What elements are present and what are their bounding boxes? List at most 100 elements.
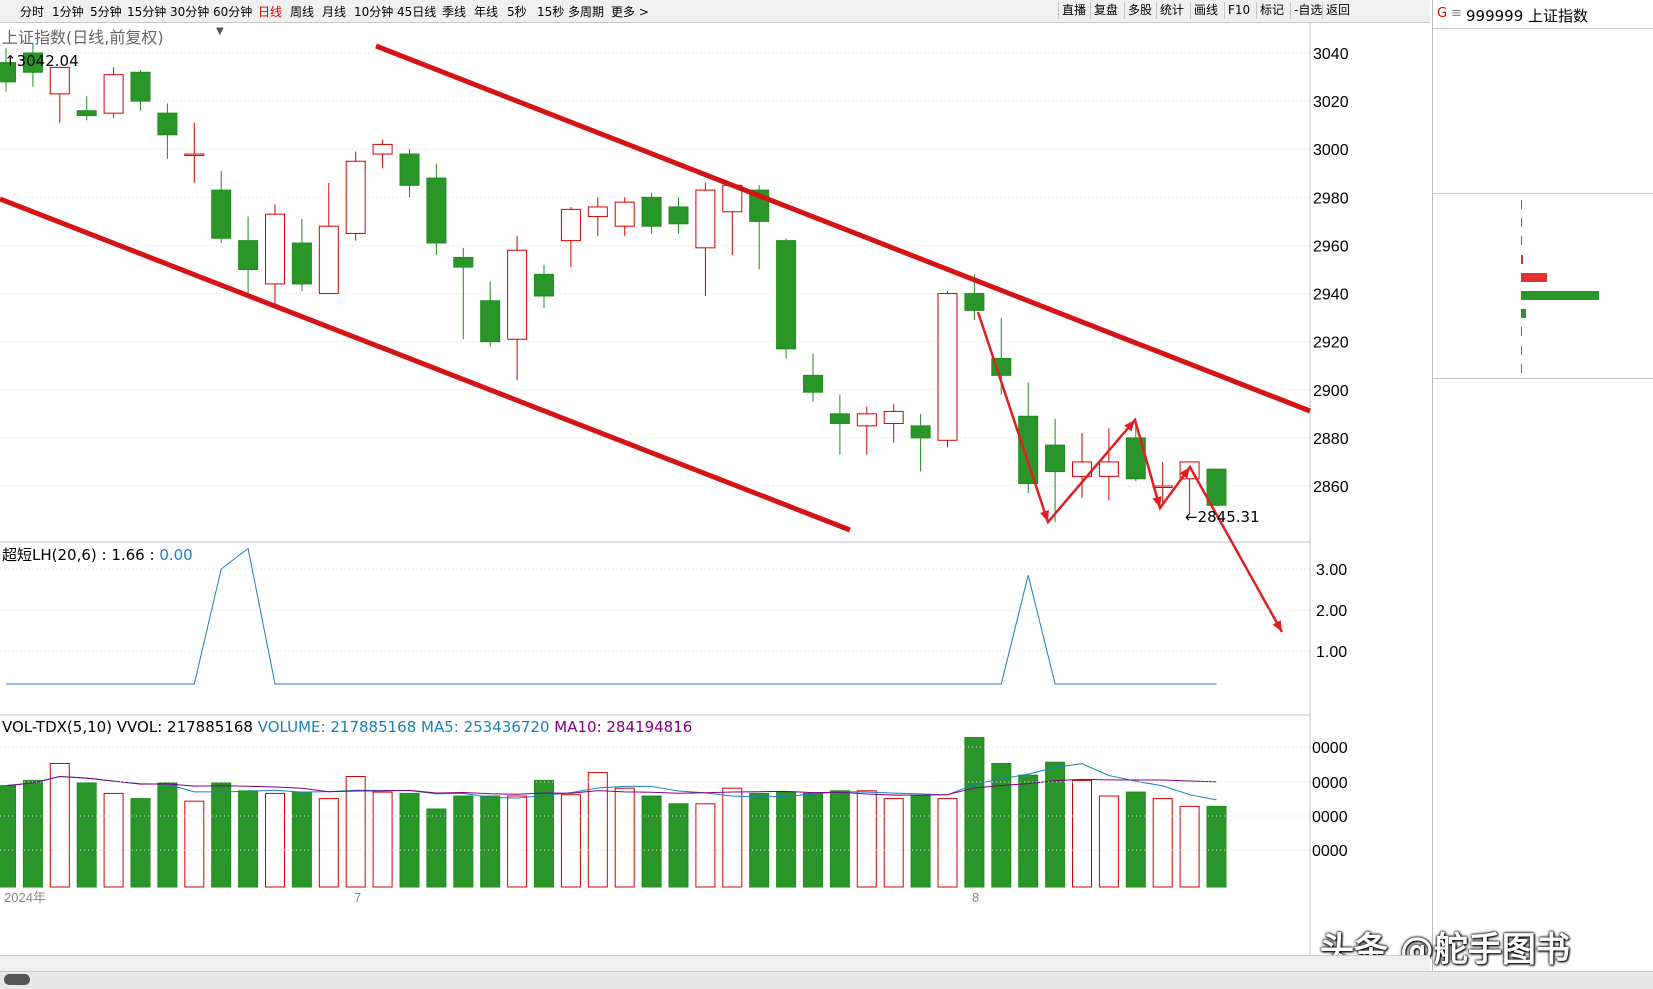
arrow-head [1124,420,1135,432]
candle-down [668,206,689,225]
breadth-row [1435,268,1652,287]
period-tab-16[interactable]: 更多 > [611,5,649,19]
tick-row [1435,857,1652,875]
ma10-line [5,775,1217,796]
tool-button-2[interactable]: 多股 [1124,2,1155,19]
candle-up [507,249,528,340]
ma5-line [5,763,1217,801]
period-tab-7[interactable]: 周线 [290,5,315,19]
indicator-line [6,547,1217,685]
volume-bar-up [587,772,608,888]
volume-bar-up [695,803,716,888]
candle-down [426,177,447,244]
volume-bar-down [641,795,662,888]
volume-bar-up [49,763,70,888]
tool-button-7[interactable]: -自选 [1290,2,1325,19]
period-tab-6[interactable]: 日线 [258,5,283,19]
volume-bar-down [76,782,97,888]
tick-row [1435,482,1652,500]
indicator-value: 0.00 [159,546,193,564]
volume-bar-up [937,798,958,888]
volume-bar-up [372,791,393,888]
tick-row [1435,397,1652,415]
volume-bar-down [426,808,447,888]
period-tab-13[interactable]: 5秒 [507,5,527,19]
vol-label: VOL-TDX(5,10) VVOL: 217885168 [2,718,253,736]
toggle-switch[interactable] [4,974,30,985]
menu-icon[interactable]: ≡ [1451,6,1462,21]
period-toolbar: 分时 1分钟 5分钟 15分钟 30分钟 60分钟 日线 周线 月线 10分钟 45日线 季线 年线 5秒… [0,0,1430,23]
y-tick-label: 3000 [1313,142,1349,159]
candle-up [1152,485,1173,488]
arrow-head [1179,467,1190,479]
volume-bar-down [910,795,931,888]
period-tab-0[interactable]: 分时 [20,5,45,19]
candle-down [829,413,850,424]
quote-row [1435,47,1652,66]
tick-row [1435,840,1652,858]
vol-ma10: MA10: 284194816 [554,718,693,736]
candle-up [614,201,635,227]
breadth-bar [1521,200,1522,209]
date-label: 7 [354,890,361,905]
period-tab-9[interactable]: 10分钟 [354,5,394,19]
tool-button-1[interactable]: 复盘 [1090,2,1121,19]
y-tick-label: 3040 [1313,46,1349,63]
candle-down [1206,468,1227,506]
volume-bar-down [399,792,420,888]
chevron-down-icon[interactable]: ▼ [216,26,224,37]
volume-bar-up [1098,795,1119,888]
volume-tick-label: 0000 [1312,740,1348,757]
period-tab-8[interactable]: 月线 [322,5,347,19]
period-tab-14[interactable]: 15秒 [537,5,565,19]
kline-chart[interactable]: 3040 3020 3000 2980 2960 2940 2920 2900 2880 2860… [0,22,1430,955]
period-tab-10[interactable]: 45日线 [397,5,437,19]
breadth-bar [1521,236,1522,246]
candle-down [291,242,312,285]
breadth-bar [1521,218,1522,228]
candle-down [157,112,178,136]
tool-button-4[interactable]: 画线 [1190,2,1221,19]
period-tab-2[interactable]: 5分钟 [90,5,122,19]
breadth-bar [1521,254,1523,264]
period-tab-1[interactable]: 1分钟 [52,5,84,19]
period-tab-15[interactable]: 多周期 [568,5,605,19]
candle-down [76,110,97,117]
tick-row [1435,653,1652,671]
volume-bar-down [964,737,985,888]
volume-legend: VOL-TDX(5,10) VVOL: 217885168 VOLUME: 21… [2,718,692,736]
tool-button-5[interactable]: F10 [1224,2,1253,19]
tick-row [1435,687,1652,705]
candle-down [453,256,474,268]
period-tab-5[interactable]: 60分钟 [213,5,253,19]
y-tick-label: 2980 [1313,190,1349,207]
tool-button-8[interactable]: 返回 [1322,2,1353,19]
breadth-row [1435,322,1652,341]
volume-bar-down [534,779,554,888]
period-tab-4[interactable]: 30分钟 [170,5,210,19]
volume-bar-down [1018,774,1039,888]
period-tab-12[interactable]: 年线 [474,5,499,19]
tick-row [1435,636,1652,654]
quote-row [1435,65,1652,84]
arrow-path [976,311,1284,633]
breadth-bar [1521,309,1526,319]
volume-tick-label: 0000 [1312,809,1348,826]
volume-bar-down [1125,791,1146,888]
period-tab-3[interactable]: 15分钟 [127,5,167,19]
tick-row [1435,380,1652,398]
tool-button-6[interactable]: 标记 [1256,2,1287,19]
volume-bar-up [722,787,743,888]
period-tab-11[interactable]: 季线 [442,5,467,19]
indicator-name: 超短LH(20,6) : 1.66 : [2,546,160,564]
candle-down [238,240,259,270]
breadth-bar [1521,363,1522,373]
tool-button-0[interactable]: 直播 [1058,2,1089,19]
lower-trend-line [0,196,851,533]
volume-bar-down [1045,761,1066,888]
tool-button-3[interactable]: 统计 [1156,2,1187,19]
candle-up [695,189,716,249]
y-tick-label: 3020 [1313,94,1349,111]
chart-title: 上证指数(日线,前复权) [2,28,164,47]
breadth-row [1435,231,1652,250]
